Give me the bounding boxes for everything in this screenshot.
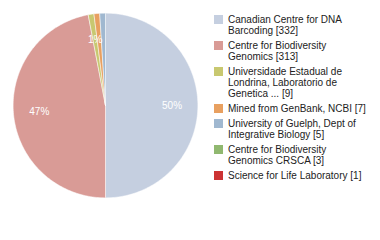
html-text:Science for Life Laboratory [1: Science for Life Laboratory [1]	[228, 170, 362, 181]
html-text:Canadian Centre for DNA Barcod: Canadian Centre for DNA Barcoding [332]	[228, 14, 342, 36]
svg-text:47%: 47%	[29, 106, 49, 117]
html-text:Universidade Estadual de Londr: Universidade Estadual de Londrina, Labor…	[228, 66, 342, 99]
svg-text:50%: 50%	[162, 100, 182, 111]
html-text:University of Guelph, Dept of: University of Guelph, Dept of Integrativ…	[228, 118, 356, 140]
html-text:Centre for Biodiversity Genomi: Centre for Biodiversity Genomics CRSCA […	[228, 144, 327, 166]
svg-text:1%: 1%	[88, 34, 103, 45]
html-text:Mined from GenBank, NCBI [7]: Mined from GenBank, NCBI [7]	[228, 103, 366, 114]
html-text:Centre for Biodiversity Genomi: Centre for Biodiversity Genomics [313]	[228, 40, 327, 62]
